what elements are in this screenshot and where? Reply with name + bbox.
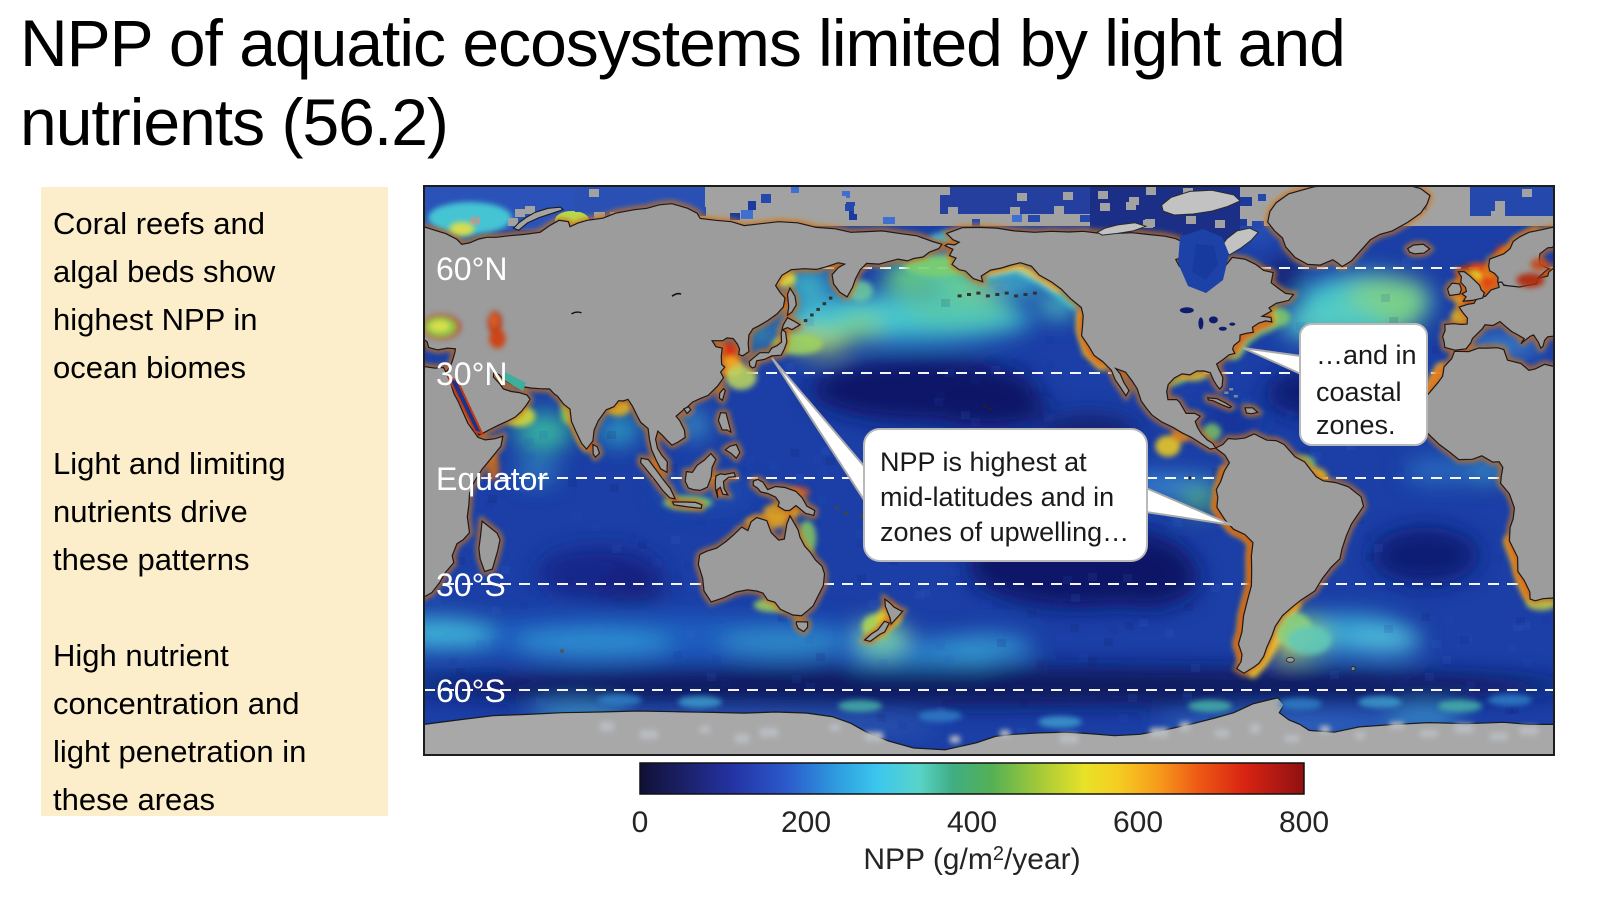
svg-text:800: 800 — [1279, 806, 1329, 839]
svg-text:60°N: 60°N — [436, 251, 508, 287]
svg-text:NPP (g/m2/year): NPP (g/m2/year) — [863, 843, 1080, 876]
svg-text:NPP is highest at: NPP is highest at — [880, 447, 1087, 477]
svg-text:zones.: zones. — [1316, 410, 1396, 440]
svg-text:…and in: …and in — [1316, 340, 1417, 370]
svg-text:30°N: 30°N — [436, 356, 508, 392]
svg-text:30°S: 30°S — [436, 567, 506, 603]
svg-text:0: 0 — [632, 806, 649, 839]
svg-text:coastal: coastal — [1316, 377, 1402, 407]
svg-text:200: 200 — [781, 806, 831, 839]
svg-text:zones of upwelling…: zones of upwelling… — [880, 517, 1129, 547]
svg-text:mid-latitudes and in: mid-latitudes and in — [880, 482, 1114, 512]
svg-text:Equator: Equator — [436, 461, 548, 497]
svg-text:600: 600 — [1113, 806, 1163, 839]
svg-text:60°S: 60°S — [436, 673, 506, 709]
svg-text:400: 400 — [947, 806, 997, 839]
